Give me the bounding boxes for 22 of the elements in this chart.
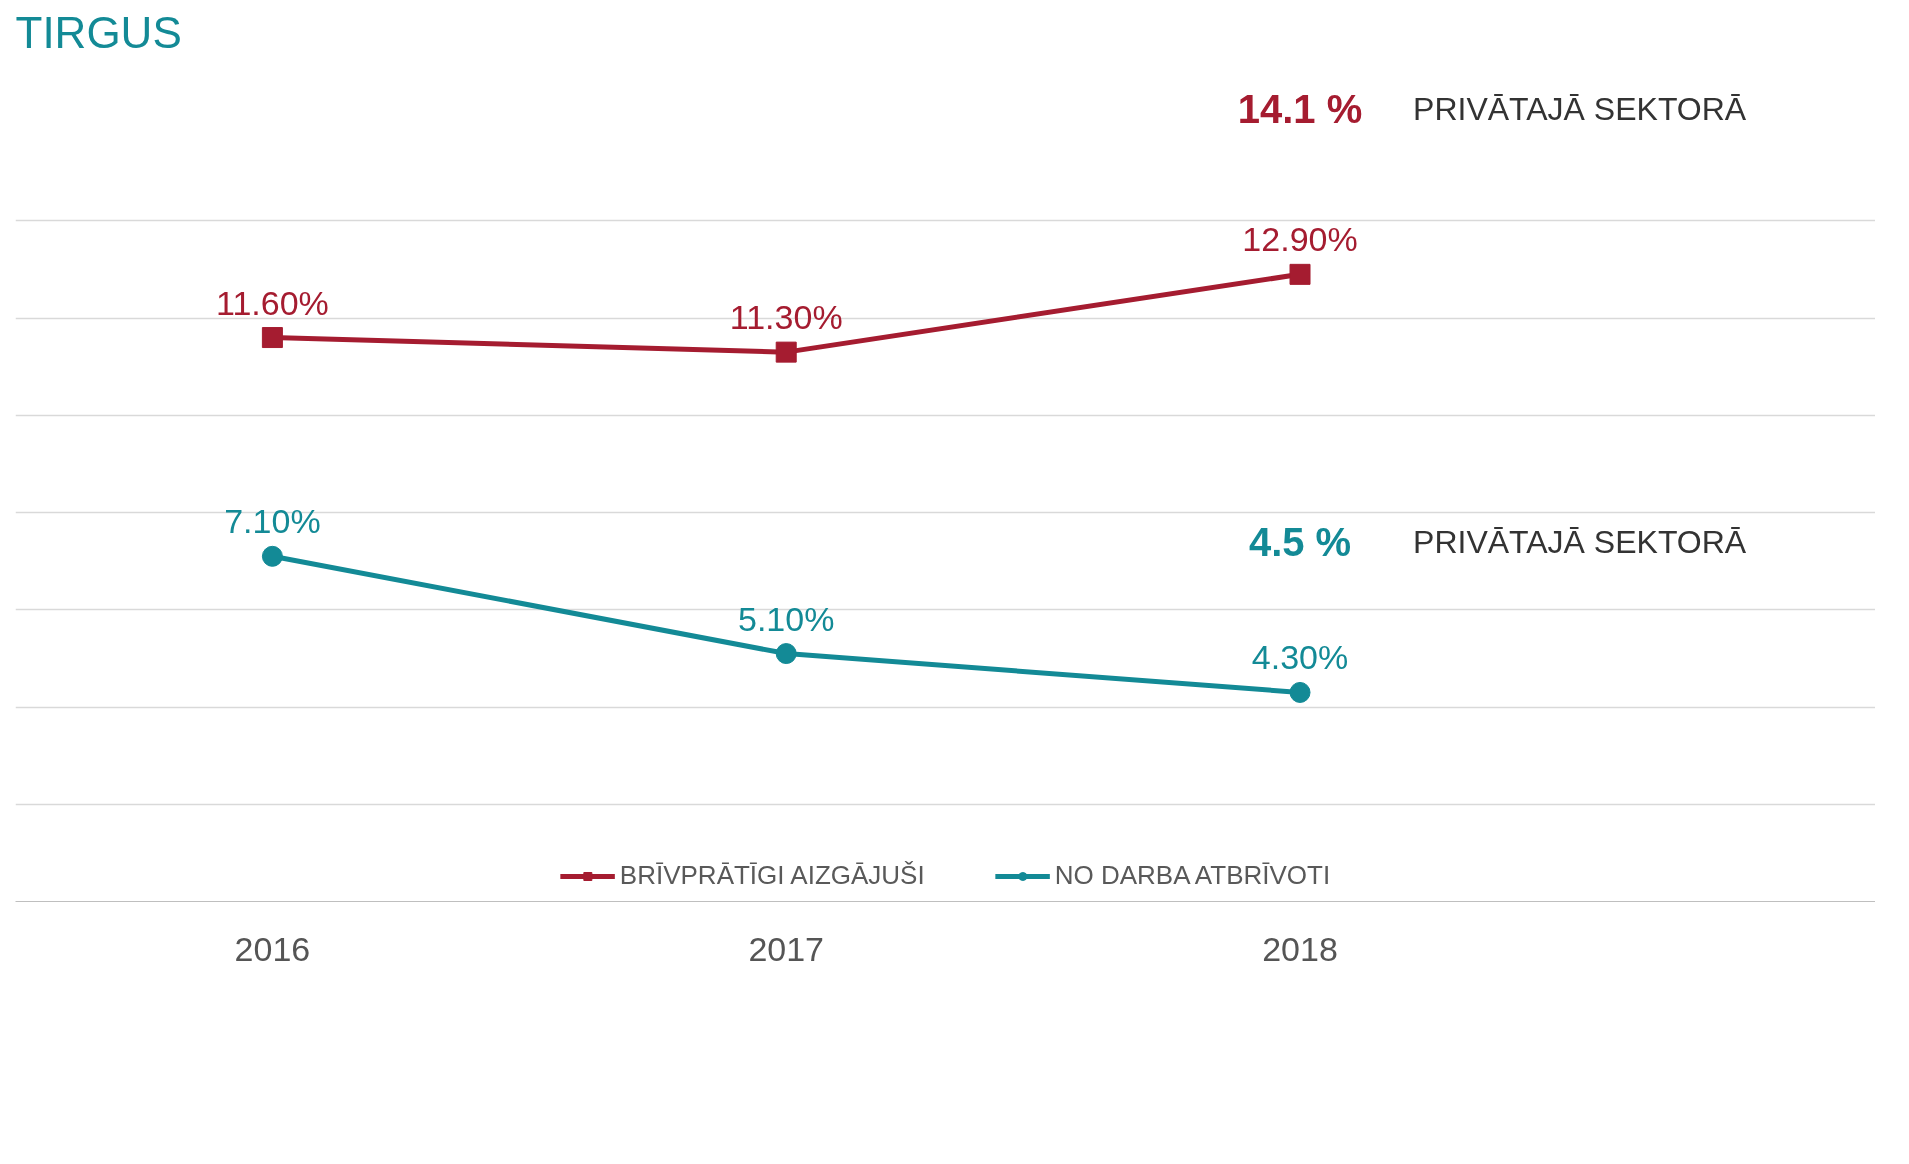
annotation: PRIVĀTAJĀ SEKTORĀ (1413, 523, 1747, 560)
point (1289, 681, 1311, 703)
chart-title: TIRGUS (15, 7, 182, 57)
text: 14.1 % (1237, 87, 1363, 132)
text: PRIVĀTAJĀ SEKTORĀ (1413, 91, 1747, 128)
x-tick-label: 2017 (748, 929, 825, 968)
annotation: 4.5 % (1248, 519, 1352, 564)
point (261, 545, 283, 567)
data-label: 11.60% (216, 283, 329, 322)
data-label: 4.30% (1251, 638, 1349, 677)
x-tick-label: 2016 (234, 929, 311, 968)
point (1289, 263, 1311, 285)
legend-label: BRĪVPRĀTĪGI AIZGĀJUŠI (619, 860, 925, 891)
point (775, 341, 797, 363)
data-label: 11.30% (729, 298, 843, 337)
x-tick-label: 2018 (1262, 929, 1338, 968)
point (261, 327, 283, 349)
point (775, 643, 797, 665)
legend-label: NO DARBA ATBRĪVOTI (1054, 860, 1331, 891)
data-label: 7.10% (224, 502, 321, 541)
data-label: 12.90% (1242, 220, 1358, 259)
data-label: 5.10% (738, 599, 835, 638)
